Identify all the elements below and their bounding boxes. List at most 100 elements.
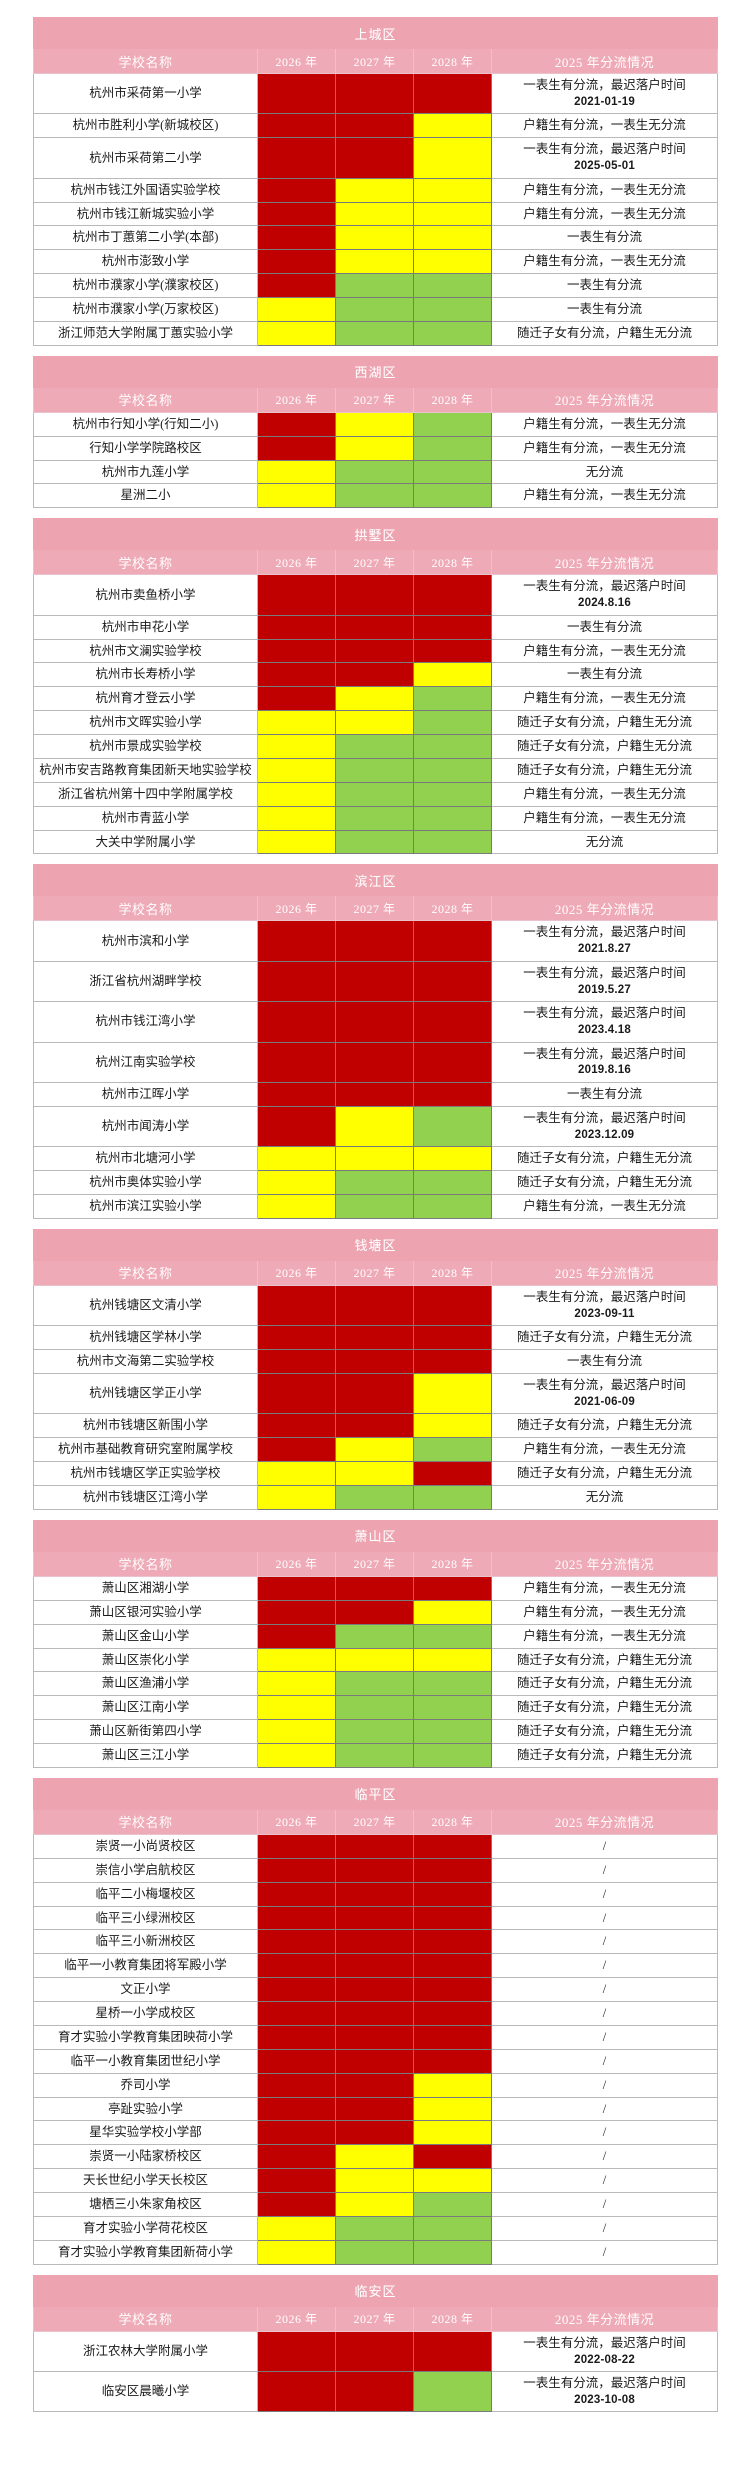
risk-cell-2027	[335, 1146, 414, 1172]
risk-cell-2027	[335, 662, 414, 688]
diversion-note-text: 户籍生有分流，一表生无分流	[523, 182, 686, 197]
diversion-note: 一表生有分流，最迟落户时间 2023.12.09	[490, 1105, 719, 1148]
header-year-2026: 2026 年	[257, 549, 336, 576]
district-tables-container: 上城区 学校名称 2026 年 2027 年 2028 年 2025 年分流情况 杭州市采荷…	[32, 17, 719, 2413]
diversion-note: 户籍生有分流，一表生无分流	[490, 1437, 719, 1463]
diversion-note-text: 户籍生有分流，一表生无分流	[523, 1442, 686, 1457]
risk-cell-2028	[413, 411, 492, 437]
risk-cell-2028	[413, 113, 492, 139]
risk-cell-2027	[335, 225, 414, 251]
diversion-note: 户籍生有分流，一表生无分流	[490, 1623, 719, 1649]
district-title: 钱塘区	[32, 1228, 719, 1261]
diversion-note-text: /	[602, 1910, 607, 1925]
risk-cell-2028	[413, 1194, 492, 1219]
risk-cell-2027	[335, 320, 414, 346]
school-name: 天长世纪小学天长校区	[33, 2168, 258, 2194]
diversion-note: 户籍生有分流，一表生无分流	[490, 249, 719, 275]
table-row: 亭趾实验小学 /	[33, 2096, 719, 2122]
diversion-note: /	[490, 2192, 719, 2217]
school-name: 塘栖三小朱家角校区	[33, 2192, 258, 2217]
risk-cell-2026	[257, 411, 336, 437]
header-year-2027: 2027 年	[335, 1550, 414, 1577]
risk-cell-2027	[335, 1105, 414, 1148]
school-name: 亭趾实验小学	[33, 2096, 258, 2122]
column-header-row: 学校名称 2026 年 2027 年 2028 年 2025 年分流情况	[33, 1550, 719, 1577]
risk-cell-2027	[335, 1857, 414, 1883]
risk-cell-2026	[257, 297, 336, 322]
latest-household-date: 2023-09-11	[574, 1307, 635, 1320]
diversion-note: 一表生有分流，最迟落户时间 2023-09-11	[490, 1284, 719, 1327]
risk-cell-2026	[257, 920, 336, 962]
risk-cell-2027	[335, 1194, 414, 1219]
table-row: 临平三小绿洲校区 /	[33, 1905, 719, 1931]
risk-cell-2026	[257, 2048, 336, 2074]
school-name: 杭州市长寿桥小学	[33, 662, 258, 688]
risk-cell-2026	[257, 2239, 336, 2265]
school-name: 杭州市卖鱼桥小学	[33, 574, 258, 616]
school-name: 崇信小学启航校区	[33, 1857, 258, 1883]
diversion-note: 户籍生有分流，一表生无分流	[490, 1575, 719, 1601]
risk-cell-2028	[413, 2192, 492, 2217]
table-row: 萧山区三江小学 随迁子女有分流，户籍生无分流	[33, 1743, 719, 1768]
diversion-note: /	[490, 2001, 719, 2026]
risk-cell-2028	[413, 1437, 492, 1463]
risk-cell-2026	[257, 2024, 336, 2050]
diversion-note: 一表生有分流，最迟落户时间 2024.8.16	[490, 574, 719, 616]
table-row: 浙江省杭州湖畔学校 一表生有分流，最迟落户时间 2019.5.27	[33, 960, 719, 1003]
school-name: 星洲二小	[33, 483, 258, 509]
risk-cell-2028	[413, 1881, 492, 1907]
table-row: 崇贤一小尚贤校区 /	[33, 1833, 719, 1859]
risk-cell-2028	[413, 1833, 492, 1859]
risk-cell-2028	[413, 320, 492, 346]
diversion-note: /	[490, 2215, 719, 2241]
risk-cell-2028	[413, 72, 492, 115]
risk-cell-2027	[335, 2024, 414, 2050]
school-name: 杭州市钱江新城实验小学	[33, 201, 258, 227]
school-name: 浙江师范大学附属丁蕙实验小学	[33, 320, 258, 346]
diversion-note-text: /	[602, 1838, 607, 1853]
risk-cell-2026	[257, 1001, 336, 1043]
risk-cell-2027	[335, 113, 414, 139]
diversion-note: /	[490, 1929, 719, 1955]
risk-cell-2027	[335, 2144, 414, 2170]
district-title-row: 上城区	[32, 17, 719, 49]
risk-cell-2028	[413, 1325, 492, 1351]
risk-cell-2028	[413, 225, 492, 251]
section-gap	[33, 345, 717, 356]
school-name: 大关中学附属小学	[33, 829, 258, 855]
risk-cell-2026	[257, 1170, 336, 1195]
risk-cell-2028	[413, 435, 492, 461]
table-row: 临平三小新洲校区 /	[33, 1929, 719, 1955]
district-title: 滨江区	[32, 864, 719, 897]
diversion-note-text: 无分流	[585, 1490, 624, 1505]
school-name: 杭州市北塘河小学	[33, 1146, 258, 1172]
table-row: 崇贤一小陆家桥校区 /	[33, 2144, 719, 2170]
district-title-row: 临安区	[32, 2274, 719, 2307]
risk-cell-2028	[413, 1719, 492, 1745]
table-row: 星桥一小学成校区 /	[33, 2001, 719, 2026]
risk-cell-2027	[335, 2215, 414, 2241]
school-name: 杭州市钱塘区江湾小学	[33, 1485, 258, 1510]
risk-cell-2027	[335, 435, 414, 461]
table-row: 杭州市钱江外国语实验学校 户籍生有分流，一表生无分流	[33, 177, 719, 203]
header-year-2028: 2028 年	[413, 1808, 492, 1835]
risk-cell-2026	[257, 137, 336, 179]
table-row: 杭州市基础教育研究室附属学校 户籍生有分流，一表生无分流	[33, 1437, 719, 1463]
diversion-note: 随迁子女有分流，户籍生无分流	[490, 1170, 719, 1195]
diversion-note-text: 户籍生有分流，一表生无分流	[523, 118, 686, 133]
diversion-note: 户籍生有分流，一表生无分流	[490, 781, 719, 807]
diversion-note: 一表生有分流，最迟落户时间 2023-10-08	[490, 2371, 719, 2413]
section-gap	[33, 1218, 717, 1229]
table-row: 杭州市江晖小学 一表生有分流	[33, 1081, 719, 1107]
risk-cell-2026	[257, 1905, 336, 1931]
diversion-note-text: 一表生有分流	[567, 1086, 643, 1101]
diversion-note-text: /	[602, 2197, 607, 2212]
school-name: 杭州钱塘区学林小学	[33, 1325, 258, 1351]
school-name: 浙江农林大学附属小学	[33, 2330, 258, 2373]
risk-cell-2027	[335, 2239, 414, 2265]
diversion-note-text: 无分流	[585, 834, 624, 849]
risk-cell-2027	[335, 2048, 414, 2074]
table-row: 杭州市卖鱼桥小学 一表生有分流，最迟落户时间 2024.8.16	[33, 574, 719, 616]
school-name: 萧山区银河实验小学	[33, 1599, 258, 1625]
risk-cell-2028	[413, 1146, 492, 1172]
